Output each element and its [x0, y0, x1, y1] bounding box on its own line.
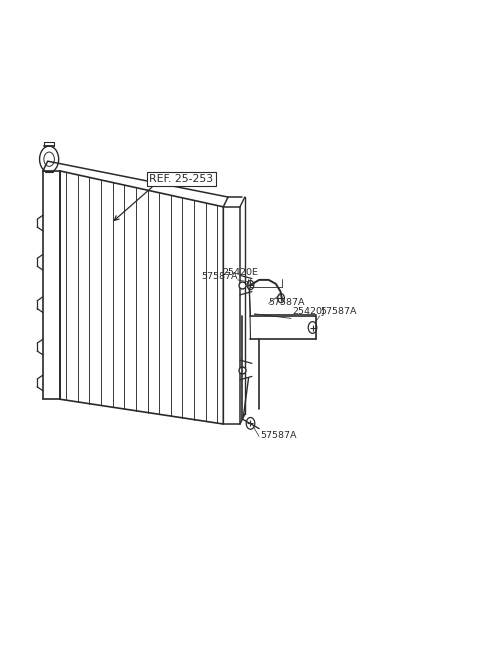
Text: 57587A: 57587A — [260, 432, 297, 440]
Text: 57587A: 57587A — [320, 307, 357, 316]
Text: REF. 25-253: REF. 25-253 — [149, 174, 214, 184]
Text: 25420E: 25420E — [222, 269, 258, 277]
Text: 57587A: 57587A — [201, 272, 238, 280]
Text: 57587A: 57587A — [269, 297, 305, 307]
Text: 25420J: 25420J — [292, 307, 325, 316]
